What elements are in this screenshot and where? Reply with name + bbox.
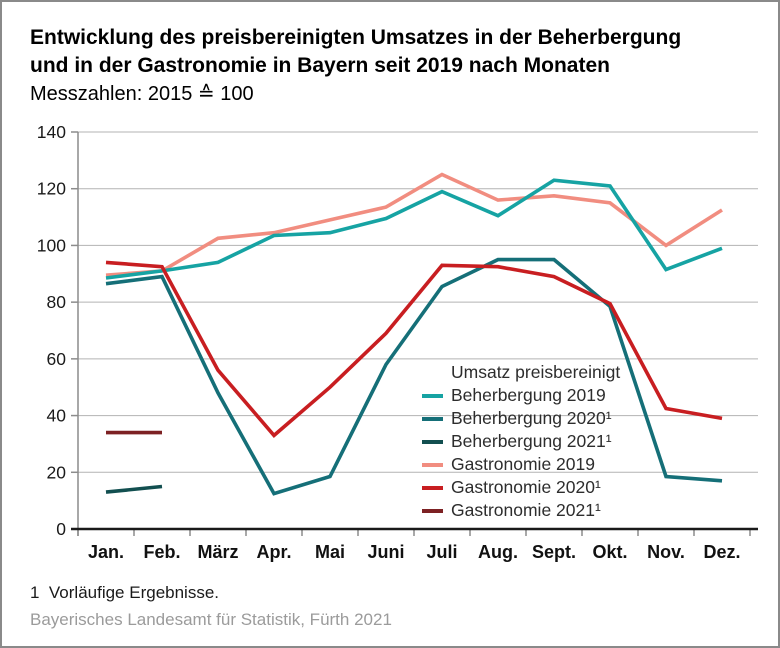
series-line-4 (105, 172, 723, 277)
y-axis-label: 100 (37, 235, 66, 255)
legend-item-label: Beherbergung 2019 (451, 385, 606, 405)
legend: Umsatz preisbereinigt Beherbergung 2019 B… (422, 361, 620, 522)
x-axis-label: Jan. (88, 542, 124, 562)
legend-item-1: Beherbergung 2019 (422, 384, 620, 407)
x-axis-label: Dez. (703, 542, 740, 562)
legend-item-4: Gastronomie 2019 (422, 453, 620, 476)
y-axis-label: 80 (47, 292, 67, 312)
y-axis-label: 140 (37, 122, 66, 142)
chart-subtitle: Messzahlen: 2015 ≙ 100 (30, 83, 254, 105)
x-axis-label: Juli (426, 542, 457, 562)
x-axis-label: Aug. (478, 542, 518, 562)
x-axis-label: Juni (367, 542, 404, 562)
chart-title-block: Entwicklung des preisbereinigten Umsatze… (30, 24, 681, 108)
legend-swatch-icon (422, 462, 443, 467)
legend-swatch-icon (422, 485, 443, 490)
legend-swatch-icon (422, 393, 443, 398)
y-axis-label: 0 (56, 519, 66, 539)
legend-swatch-icon (422, 508, 443, 513)
y-axis-label: 60 (47, 349, 67, 369)
y-axis-label: 40 (47, 406, 67, 426)
chart-title-line1: Entwicklung des preisbereinigten Umsatze… (30, 26, 682, 49)
legend-items: Beherbergung 2019 Beherbergung 2020¹ Beher… (422, 384, 620, 522)
x-axis-label: Mai (315, 542, 345, 562)
legend-item-5: Gastronomie 2020¹ (422, 476, 620, 499)
series-line-1 (105, 178, 723, 280)
x-axis-label: Feb. (143, 542, 180, 562)
legend-item-label: Beherbergung 2021¹ (451, 431, 612, 451)
x-axis-label: Nov. (647, 542, 685, 562)
y-axis-label: 120 (37, 179, 66, 199)
legend-swatch-icon (422, 439, 443, 444)
legend-item-6: Gastronomie 2021¹ (422, 499, 620, 522)
series-line-2 (105, 257, 723, 496)
footnote: 1 Vorläufige Ergebnisse. (30, 583, 220, 602)
x-axis-label: Sept. (532, 542, 576, 562)
legend-item-label: Gastronomie 2021¹ (451, 500, 601, 520)
series-line-5 (105, 260, 723, 438)
legend-item-label: Gastronomie 2020¹ (451, 477, 601, 497)
legend-item-label: Beherbergung 2020¹ (451, 408, 612, 428)
series-line-3 (105, 484, 163, 494)
x-axis-label: März (197, 542, 238, 562)
legend-item-label: Gastronomie 2019 (451, 454, 595, 474)
x-axis-label: Apr. (256, 542, 291, 562)
chart-title-line2: und in der Gastronomie in Bayern seit 20… (30, 53, 610, 77)
source-attribution: Bayerisches Landesamt für Statistik, Für… (30, 610, 392, 629)
legend-title: Umsatz preisbereinigt (451, 362, 621, 382)
legend-swatch-icon (422, 416, 443, 421)
y-axis-label: 20 (47, 462, 67, 482)
legend-item-3: Beherbergung 2021¹ (422, 430, 620, 453)
legend-item-2: Beherbergung 2020¹ (422, 407, 620, 430)
x-axis-label: Okt. (592, 542, 627, 562)
